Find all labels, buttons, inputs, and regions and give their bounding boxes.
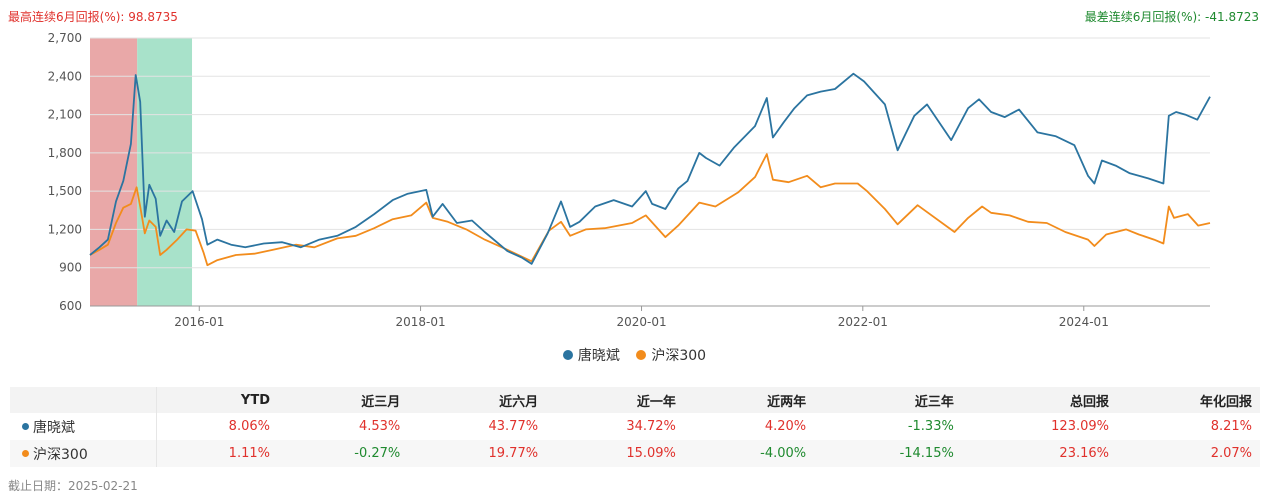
- legend-label-fund: 唐晓斌: [577, 348, 620, 364]
- table-header-total: 总回报: [961, 387, 1117, 413]
- highlight-band-worst-6m: [137, 38, 193, 306]
- table-cell: -4.00%: [683, 440, 815, 467]
- table-cell: 19.77%: [408, 440, 547, 467]
- table-row-name: 唐晓斌: [10, 413, 157, 440]
- y-tick-label: 2,700: [48, 31, 82, 45]
- table-cell: 4.20%: [764, 419, 807, 434]
- series-bullet: [22, 422, 29, 430]
- series-line-fund: [89, 72, 1211, 265]
- as-of-value: 2025-02-21: [68, 479, 138, 493]
- table-header-3m: 近三月: [277, 387, 409, 413]
- performance-line-chart: 600 900 1,200 1,500 1,800 2,100 2,400 2,700 2016…: [48, 31, 1211, 329]
- y-tick-label: 2,400: [48, 69, 82, 83]
- table-header-name: [10, 387, 157, 413]
- y-tick-label: 2,100: [48, 108, 82, 122]
- table-cell: 15.09%: [546, 440, 684, 467]
- row-label: 唐晓斌: [33, 419, 75, 436]
- worst-6m-label: 最差连续6月回报(%):: [1084, 10, 1202, 24]
- table-cell: 43.77%: [488, 419, 539, 434]
- legend-item-fund[interactable]: 唐晓斌: [562, 345, 620, 365]
- table-header-row: YTD 近三月 近六月 近一年 近两年 近三年 总回报 年化回报: [10, 387, 1260, 413]
- row-label: 沪深300: [33, 446, 88, 463]
- legend-marker-fund: [562, 350, 573, 360]
- x-tick-label: 2024-01: [1059, 315, 1109, 329]
- legend-item-index[interactable]: 沪深300: [636, 345, 706, 365]
- legend-marker-index: [636, 350, 647, 360]
- table-header-1y: 近一年: [546, 387, 684, 413]
- table-cell: 23.16%: [961, 440, 1117, 467]
- y-tick-label: 600: [59, 299, 82, 313]
- legend-label-index: 沪深300: [651, 348, 707, 364]
- series-line-index: [89, 153, 1211, 267]
- best-6m-label: 最高连续6月回报(%):: [8, 10, 125, 24]
- chart-legend: 唐晓斌 沪深300: [0, 345, 1269, 365]
- table-cell: -1.33%: [907, 419, 954, 434]
- table-header-6m: 近六月: [408, 387, 547, 413]
- table-cell: 8.06%: [228, 419, 270, 434]
- as-of-label: 截止日期：: [8, 479, 69, 493]
- x-tick-label: 2020-01: [616, 315, 666, 329]
- table-header-2y: 近两年: [683, 387, 815, 413]
- x-tick-label: 2016-01: [174, 315, 224, 329]
- table-row-name: 沪深300: [10, 440, 157, 467]
- table-cell: 8.21%: [1210, 419, 1252, 434]
- table-cell: -14.15%: [814, 440, 962, 467]
- as-of-date: 截止日期：2025-02-21: [8, 477, 138, 494]
- worst-6m-value: -41.8723: [1205, 10, 1259, 24]
- table-header-3y: 近三年: [814, 387, 962, 413]
- y-tick-label: 1,800: [48, 146, 82, 160]
- y-tick-label: 1,200: [48, 222, 82, 236]
- table-row: 沪深300 1.11% -0.27% 19.77% 15.09% -4.00% …: [10, 440, 1260, 467]
- y-tick-label: 1,500: [48, 184, 82, 198]
- table-cell: 4.53%: [358, 419, 401, 434]
- x-tick-label: 2018-01: [395, 315, 445, 329]
- table-row: 唐晓斌 8.06% 4.53% 43.77% 34.72% 4.20% -1.3…: [10, 413, 1260, 440]
- highlight-band-best-6m: [90, 38, 138, 306]
- table-cell: -0.27%: [277, 440, 409, 467]
- table-cell: 1.11%: [156, 440, 278, 467]
- table-header-ytd: YTD: [156, 387, 278, 413]
- performance-table: YTD 近三月 近六月 近一年 近两年 近三年 总回报 年化回报 唐晓斌 8.0…: [10, 387, 1260, 467]
- table-cell: 123.09%: [1051, 419, 1109, 434]
- table-cell: 2.07%: [1117, 440, 1260, 467]
- x-tick-label: 2022-01: [838, 315, 888, 329]
- worst-6m-return: 最差连续6月回报(%): -41.8723: [1085, 8, 1259, 25]
- y-tick-label: 900: [59, 261, 82, 275]
- best-6m-return: 最高连续6月回报(%): 98.8735: [8, 8, 178, 25]
- best-6m-value: 98.8735: [128, 10, 178, 24]
- table-header-annualized: 年化回报: [1117, 387, 1260, 413]
- table-cell: 34.72%: [626, 419, 676, 434]
- series-bullet: [22, 449, 29, 457]
